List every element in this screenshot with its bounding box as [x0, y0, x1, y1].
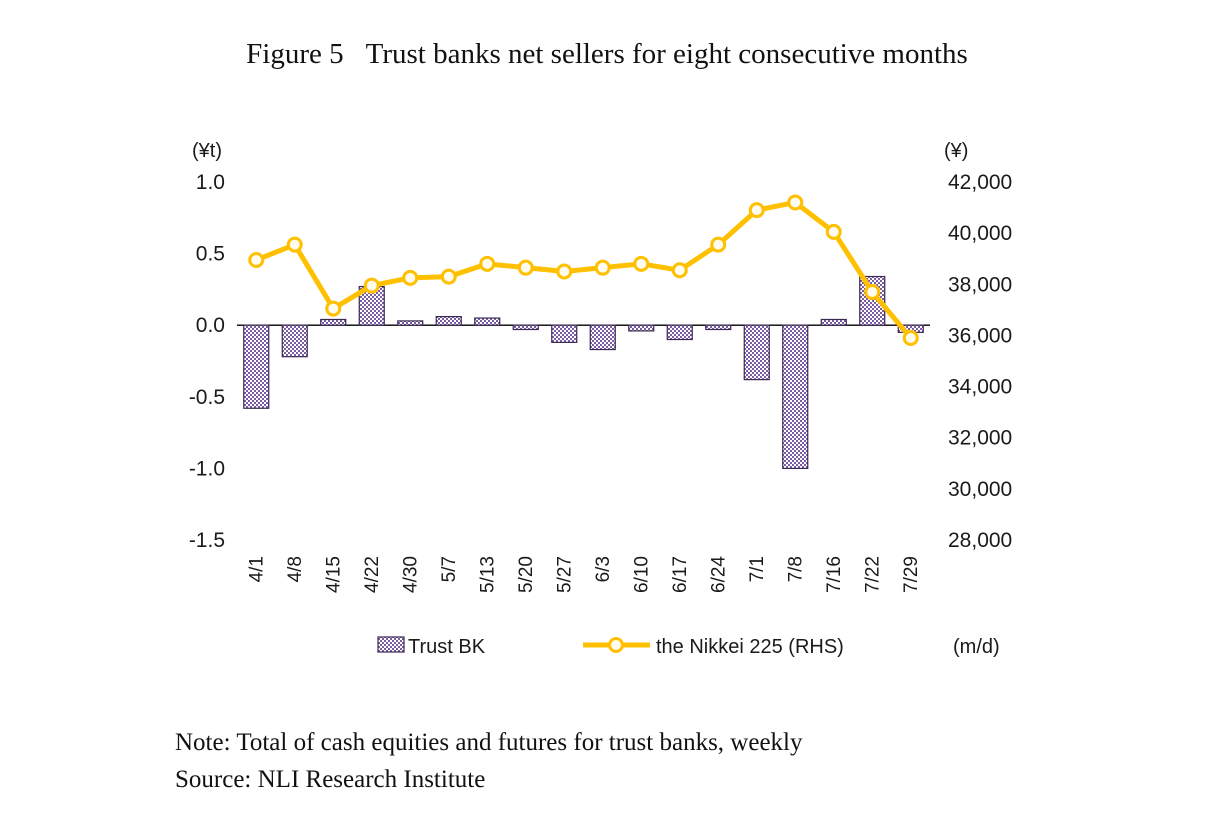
line-point — [479, 255, 496, 272]
x-category-label: 4/30 — [400, 556, 421, 593]
bar — [743, 324, 770, 381]
line-point — [248, 251, 265, 268]
x-category-label: 6/24 — [708, 556, 729, 593]
figure-title: Figure 5 Trust banks net sellers for eigh… — [0, 38, 1214, 71]
right-axis-tick-labels: 42,000 40,000 38,000 36,000 34,000 32,000 30,0… — [948, 171, 1012, 552]
x-category-label: 7/8 — [785, 556, 806, 582]
bar — [435, 316, 462, 326]
x-category-label: 7/22 — [862, 556, 883, 593]
line-point — [864, 283, 881, 300]
right-tick-label: 38,000 — [948, 273, 1012, 296]
left-tick-label: -1.0 — [189, 457, 225, 480]
line-point — [748, 202, 765, 219]
left-tick-label: 1.0 — [196, 171, 225, 194]
line-point — [556, 263, 573, 280]
left-axis-unit: (¥t) — [192, 140, 222, 162]
x-category-label: 4/22 — [362, 556, 383, 593]
x-category-label: 6/17 — [670, 556, 691, 593]
bar — [320, 318, 347, 326]
left-tick-label: 0.0 — [196, 314, 225, 337]
legend-bar-label: Trust BK — [408, 636, 486, 658]
x-category-label: 4/15 — [323, 556, 344, 593]
bar — [281, 324, 308, 358]
right-tick-label: 36,000 — [948, 324, 1012, 347]
note-line: Note: Total of cash equities and futures… — [175, 729, 803, 756]
bar — [243, 324, 270, 409]
figure-title-text: Trust banks net sellers for eight consec… — [365, 38, 968, 70]
bar — [474, 317, 501, 326]
line-point — [902, 329, 919, 346]
x-axis-category-labels: 4/1 4/8 4/15 4/22 4/30 5/7 5/13 5/20 5/27 6/3 6/10… — [246, 556, 922, 593]
line-series-nikkei-225 — [248, 194, 919, 346]
line-point — [517, 259, 534, 276]
x-category-label: 4/8 — [285, 556, 306, 582]
x-category-label: 7/1 — [747, 556, 768, 582]
x-category-label: 5/7 — [439, 556, 460, 582]
bar — [397, 320, 424, 326]
line-point — [787, 194, 804, 211]
source-line: Source: NLI Research Institute — [175, 766, 486, 793]
x-axis-unit: (m/d) — [953, 636, 1000, 658]
bar — [820, 318, 847, 326]
x-category-label: 6/10 — [631, 556, 652, 593]
bar — [512, 324, 539, 331]
x-category-label: 5/13 — [477, 556, 498, 593]
x-category-label: 4/1 — [246, 556, 267, 582]
bar — [666, 324, 693, 341]
x-category-label: 5/20 — [516, 556, 537, 593]
legend-line-label: the Nikkei 225 (RHS) — [656, 636, 844, 658]
x-category-label: 5/27 — [554, 556, 575, 593]
line-point — [286, 236, 303, 253]
left-axis-tick-labels: 1.0 0.5 0.0 -0.5 -1.0 -1.5 — [189, 171, 225, 552]
right-axis-unit: (¥) — [944, 140, 968, 162]
right-tick-label: 30,000 — [948, 478, 1012, 501]
line-point — [671, 262, 688, 279]
bar-series-trust-bk — [243, 275, 924, 470]
x-category-label: 7/16 — [824, 556, 845, 593]
line-point — [825, 223, 842, 240]
line-point — [594, 259, 611, 276]
line-point — [325, 300, 342, 317]
left-tick-label: 0.5 — [196, 243, 225, 266]
line-point — [402, 269, 419, 286]
nikkei-line — [253, 199, 914, 341]
x-category-label: 6/3 — [593, 556, 614, 582]
right-tick-label: 34,000 — [948, 376, 1012, 399]
bar — [589, 324, 616, 351]
right-tick-label: 40,000 — [948, 222, 1012, 245]
figure-footnotes: Note: Total of cash equities and futures… — [175, 724, 803, 798]
chart: (¥t) (¥) 1.0 0.5 0.0 -0.5 -1.0 -1.5 42,000 40,… — [189, 140, 1012, 658]
bar — [782, 324, 809, 470]
left-tick-label: -1.5 — [189, 529, 225, 552]
line-point — [633, 255, 650, 272]
figure-number: Figure 5 — [246, 38, 344, 70]
right-tick-label: 32,000 — [948, 427, 1012, 450]
right-tick-label: 28,000 — [948, 529, 1012, 552]
bar — [628, 324, 655, 332]
line-point — [363, 277, 380, 294]
legend-bar-swatch — [377, 636, 405, 653]
left-tick-label: -0.5 — [189, 386, 225, 409]
legend-line-marker — [608, 637, 624, 653]
line-point — [710, 236, 727, 253]
bar — [551, 324, 578, 343]
x-category-label: 7/29 — [901, 556, 922, 593]
right-tick-label: 42,000 — [948, 171, 1012, 194]
legend: Trust BK the Nikkei 225 (RHS) (m/d) — [377, 636, 1000, 658]
line-point — [440, 268, 457, 285]
bar — [705, 324, 732, 331]
